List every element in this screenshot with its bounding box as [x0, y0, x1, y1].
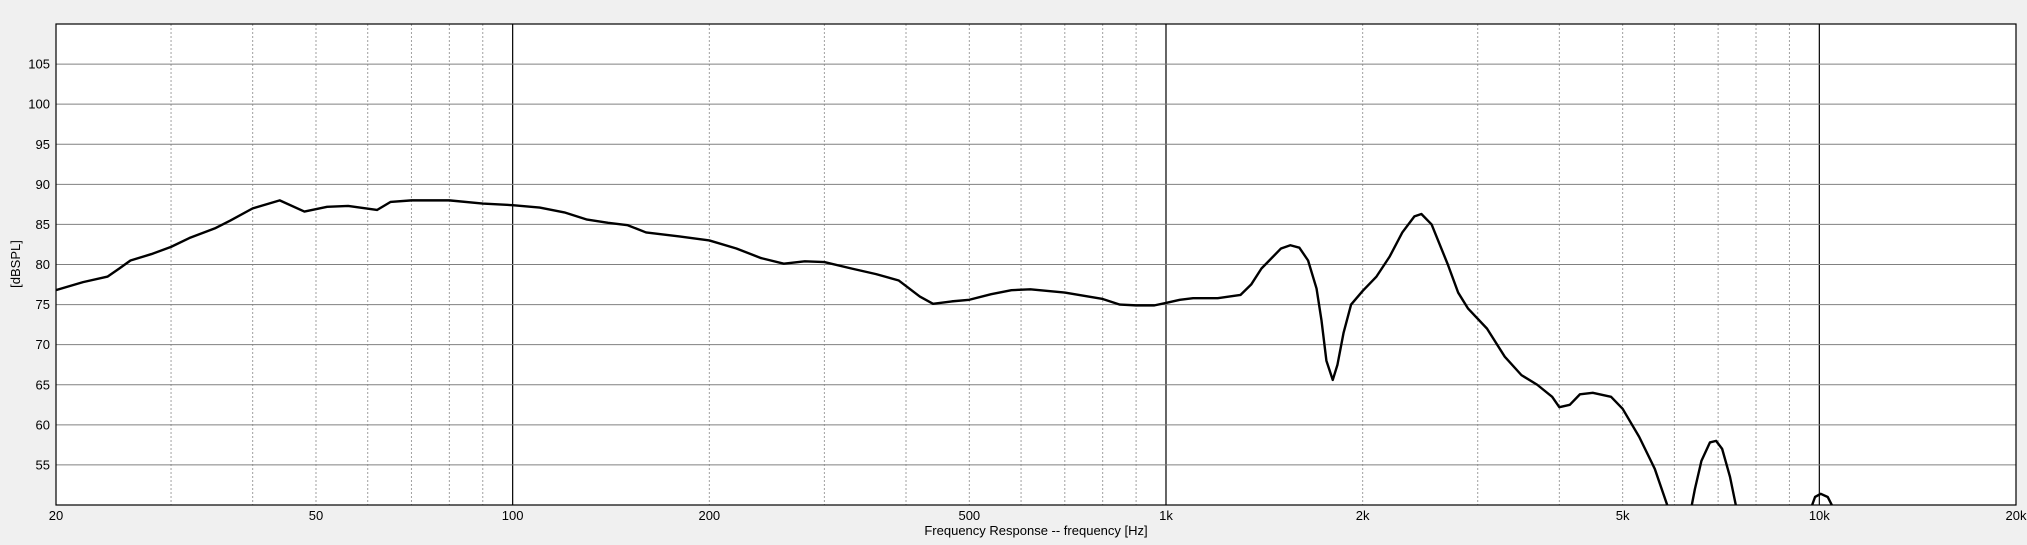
x-tick-label: 100	[502, 508, 524, 523]
y-tick-labels: 55 60 65 70 75 80 85 90 95 100 105	[28, 57, 50, 473]
x-tick-label: 20k	[2006, 508, 2027, 523]
x-tick-label: 5k	[1616, 508, 1630, 523]
y-tick-label: 55	[36, 457, 50, 472]
y-tick-label: 85	[36, 217, 50, 232]
y-tick-label: 60	[36, 417, 50, 432]
y-tick-label: 80	[36, 257, 50, 272]
x-tick-label: 10k	[1809, 508, 1830, 523]
y-axis-label: [dBSPL]	[8, 240, 23, 288]
series-line	[56, 199, 1669, 505]
series-line	[1810, 492, 1834, 505]
y-tick-label: 65	[36, 377, 50, 392]
plot-frame	[55, 23, 2017, 506]
y-tick-label: 75	[36, 297, 50, 312]
y-tick-label: 100	[28, 97, 50, 112]
y-tick-label: 90	[36, 177, 50, 192]
x-tick-label: 2k	[1356, 508, 1370, 523]
x-tick-label: 200	[698, 508, 720, 523]
x-tick-label: 50	[309, 508, 323, 523]
x-tick-label: 20	[49, 508, 63, 523]
x-axis-label: Frequency Response -- frequency [Hz]	[924, 523, 1147, 538]
y-tick-label: 70	[36, 337, 50, 352]
major-grid	[56, 24, 2016, 505]
y-tick-label: 105	[28, 57, 50, 72]
series-layer	[56, 199, 1834, 505]
x-tick-label: 500	[958, 508, 980, 523]
y-tick-label: 95	[36, 137, 50, 152]
x-tick-labels: 20 50 100 200 500 1k 2k 5k 10k 20k	[49, 508, 2027, 523]
series-line	[1690, 439, 1737, 505]
x-tick-label: 1k	[1159, 508, 1173, 523]
